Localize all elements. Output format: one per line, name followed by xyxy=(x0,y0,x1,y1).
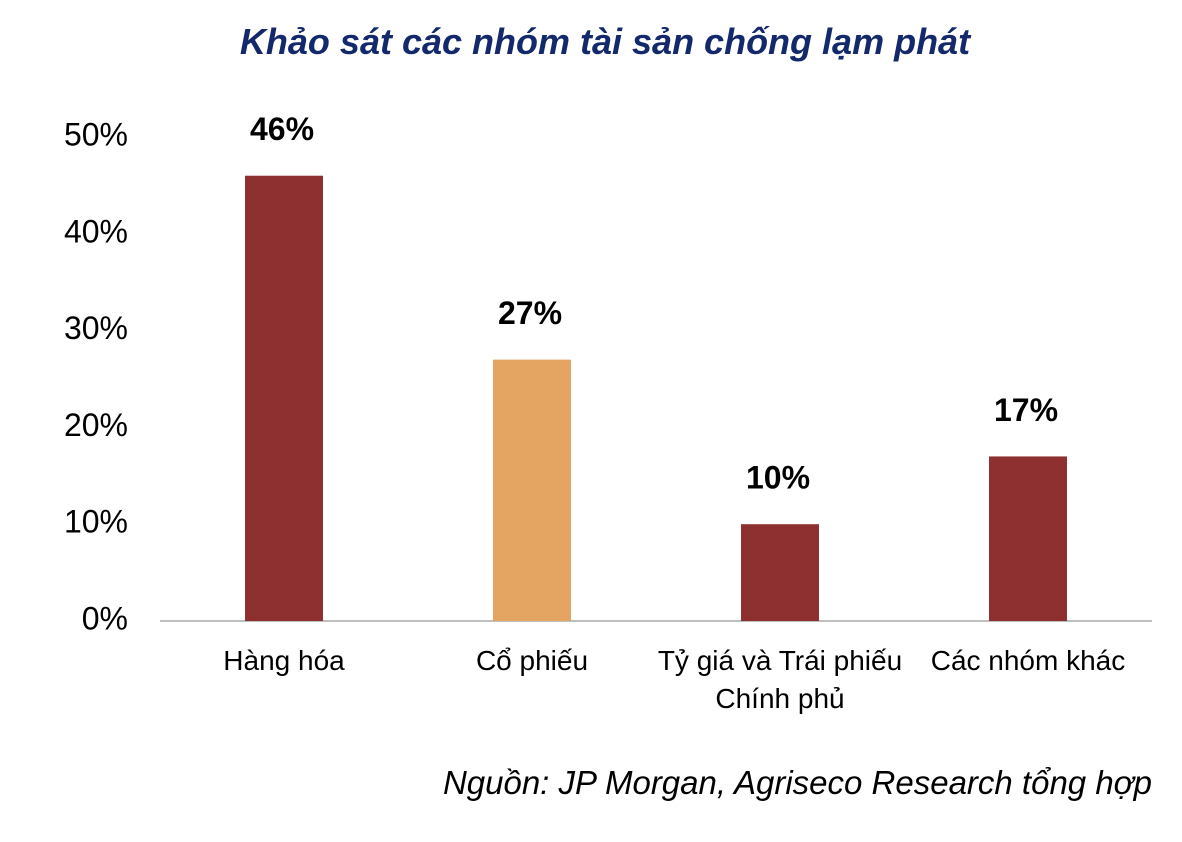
y-tick-label: 40% xyxy=(64,213,128,249)
data-label: 46% xyxy=(250,111,314,147)
x-tick-label: Các nhóm khác xyxy=(930,645,1126,676)
bar xyxy=(245,175,323,621)
bar xyxy=(989,456,1067,621)
y-tick-label: 50% xyxy=(64,116,128,152)
data-label: 17% xyxy=(994,392,1058,428)
chart-title: Khảo sát các nhóm tài sản chống lạm phát xyxy=(239,21,971,62)
y-tick-label: 20% xyxy=(64,407,128,443)
data-label: 10% xyxy=(746,460,810,496)
x-tick-label: Cổ phiếu xyxy=(475,645,589,676)
y-tick-label: 30% xyxy=(64,310,128,346)
y-tick-label: 10% xyxy=(64,504,128,540)
data-label: 27% xyxy=(498,295,562,331)
x-tick-label: Tỷ giá và Trái phiếu Chính phủ xyxy=(657,645,903,714)
bar xyxy=(741,524,819,621)
bar xyxy=(493,359,571,621)
source-note: Nguồn: JP Morgan, Agriseco Research tổng… xyxy=(442,764,1152,801)
y-tick-label: 0% xyxy=(82,600,128,636)
x-tick-label: Hàng hóa xyxy=(223,645,345,676)
